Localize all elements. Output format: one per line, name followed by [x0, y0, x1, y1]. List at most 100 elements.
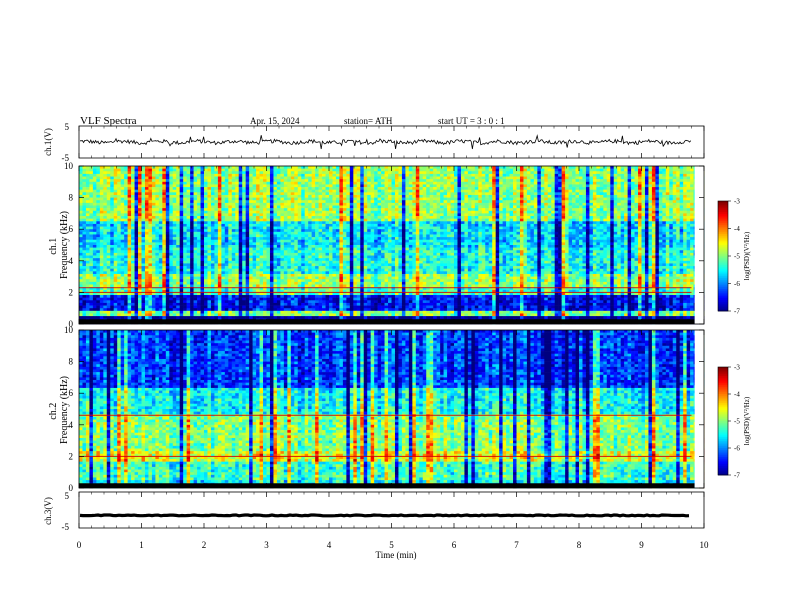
spectrogram-cell — [144, 216, 149, 219]
spectrogram-cell — [360, 213, 365, 217]
spectrogram-cell — [273, 210, 278, 214]
spectrogram-cell — [599, 210, 604, 214]
spectrogram-cell — [210, 234, 215, 238]
spectrogram-cell — [537, 213, 542, 217]
spectrogram-cell — [325, 221, 330, 225]
spectrogram-cell — [144, 184, 149, 188]
spectrogram-cell — [349, 202, 354, 206]
spectrogram-cell — [377, 168, 382, 172]
spectrogram-cell — [263, 189, 267, 193]
spectrogram-cell — [304, 181, 309, 185]
spectrogram-cell — [186, 218, 191, 222]
spectrogram-cell — [363, 202, 368, 206]
spectrogram-cell — [495, 221, 500, 225]
spectrogram-cell — [644, 171, 649, 175]
spectrogram-cell — [200, 189, 205, 193]
spectrogram-cell — [540, 168, 545, 172]
spectrogram-cell — [471, 189, 476, 193]
spectrogram-cell — [683, 189, 687, 193]
spectrogram-cell — [346, 181, 351, 185]
spectrogram-cell — [217, 221, 222, 225]
spectrogram-cell — [624, 205, 628, 209]
spectrogram-cell — [269, 189, 274, 193]
spectrogram-cell — [151, 229, 156, 233]
spectrogram-cell — [228, 194, 233, 198]
spectrogram-cell — [276, 208, 281, 212]
spectrogram-cell — [311, 221, 316, 225]
spectrogram-cell — [186, 168, 191, 172]
spectrogram-cell — [492, 237, 496, 241]
spectrogram-cell — [603, 210, 608, 214]
spectrogram-cell — [377, 226, 382, 230]
spectrogram-cell — [238, 194, 243, 198]
spectrogram-cell — [263, 229, 267, 233]
spectrogram-cell — [579, 179, 583, 183]
spectrogram-cell — [183, 176, 187, 180]
spectrogram-cell — [245, 210, 250, 214]
spectrogram-cell — [579, 168, 583, 172]
spectrogram-cell — [92, 210, 97, 214]
spectrogram-cell — [176, 197, 180, 201]
spectrogram-cell — [263, 197, 267, 201]
spectrogram-cell — [231, 216, 236, 219]
spectrogram-cell — [283, 200, 288, 204]
spectrogram-cell — [224, 231, 229, 235]
spectrogram-cell — [290, 192, 295, 196]
spectrogram-cell — [530, 213, 535, 217]
spectrogram-cell — [537, 181, 542, 185]
spectrogram-cell — [638, 200, 642, 204]
spectrogram-cell — [276, 181, 281, 185]
spectrogram-cell — [443, 223, 448, 227]
spectrogram-cell — [412, 171, 417, 175]
spectrogram-cell — [690, 189, 694, 193]
spectrogram-cell — [242, 187, 246, 190]
spectrogram-cell — [370, 237, 375, 241]
spectrogram-cell — [252, 221, 257, 225]
spectrogram-cell — [228, 179, 233, 183]
spectrogram-cell — [276, 237, 281, 241]
spectrogram-cell — [120, 208, 125, 212]
spectrogram-cell — [447, 213, 451, 217]
spectrogram-cell — [183, 231, 187, 235]
spectrogram-cell — [134, 208, 139, 212]
spectrogram-cell — [113, 189, 118, 193]
spectrogram-cell — [269, 210, 274, 214]
spectrogram-cell — [474, 171, 479, 175]
spectrogram-cell — [224, 200, 229, 204]
spectrogram-cell — [117, 210, 121, 214]
spectrogram-cell — [634, 168, 639, 172]
spectrogram-cell — [464, 229, 469, 233]
spectrogram-cell — [252, 208, 257, 212]
spectrogram-cell — [266, 205, 271, 209]
spectrogram-cell — [256, 208, 260, 212]
spectrogram-cell — [502, 221, 507, 225]
spectrogram-cell — [304, 223, 309, 227]
spectrogram-cell — [381, 181, 385, 185]
spectrogram-cell — [134, 200, 139, 204]
spectrogram-cell — [329, 173, 333, 177]
spectrogram-cell — [353, 205, 358, 209]
spectrogram-cell — [179, 197, 184, 201]
spectrogram-cell — [120, 213, 125, 217]
spectrogram-cell — [575, 168, 580, 172]
spectrogram-cell — [575, 226, 580, 230]
spectrogram-cell — [242, 210, 246, 214]
spectrogram-cell — [151, 231, 156, 235]
spectrogram-cell — [662, 181, 667, 185]
spectrogram-cell — [474, 229, 479, 233]
spectrogram-cell — [419, 226, 424, 230]
spectrogram-cell — [526, 171, 531, 175]
spectrogram-cell — [360, 168, 365, 172]
spectrogram-cell — [561, 231, 566, 235]
spectrogram-cell — [547, 221, 552, 225]
spectrogram-cell — [384, 173, 389, 177]
spectrogram-cell — [120, 226, 125, 230]
spectrogram-cell — [547, 218, 552, 222]
spectrogram-cell — [190, 197, 194, 201]
spectrogram-cell — [110, 192, 115, 196]
spectrogram-cell — [235, 208, 240, 212]
spectrogram-cell — [624, 234, 628, 238]
spectrogram-cell — [110, 237, 115, 241]
spectrogram-cell — [290, 197, 295, 201]
spectrogram-cell — [401, 179, 406, 183]
